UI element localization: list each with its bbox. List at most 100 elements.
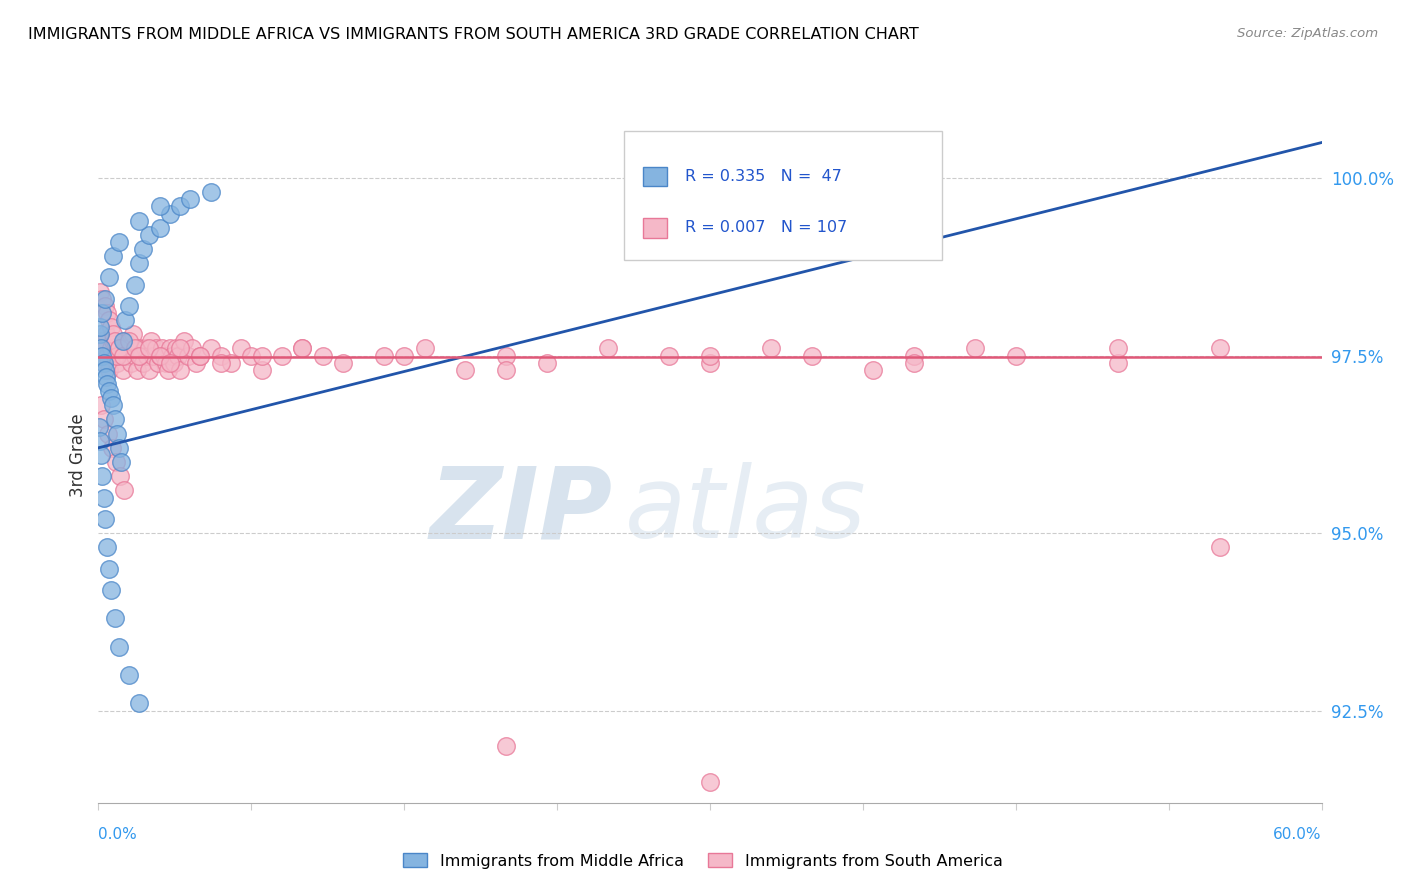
Point (149, 199, 172, 213)
Point (90, 342, 112, 356)
Point (94, 369, 117, 384)
Point (903, 349, 925, 363)
Point (132, 242, 155, 256)
Point (177, 349, 200, 363)
Point (93, 342, 115, 356)
Point (108, 342, 131, 356)
Point (658, 349, 681, 363)
FancyBboxPatch shape (624, 131, 942, 260)
Point (114, 313, 136, 327)
Point (141, 334, 163, 349)
Point (100, 391, 122, 405)
Point (111, 334, 134, 349)
Point (759, 342, 782, 356)
Point (104, 455, 127, 469)
Point (128, 342, 150, 356)
Point (145, 342, 167, 356)
Point (149, 220, 172, 235)
Point (801, 349, 824, 363)
Point (89, 320, 111, 334)
Point (392, 349, 416, 363)
Point (111, 349, 134, 363)
Point (97, 426, 120, 441)
Point (108, 235, 131, 249)
Point (118, 334, 141, 349)
Point (1208, 342, 1232, 356)
Point (97, 362, 120, 376)
Point (110, 349, 132, 363)
FancyBboxPatch shape (643, 219, 666, 237)
Point (97, 270, 120, 285)
Point (89, 285, 111, 299)
Point (250, 362, 273, 376)
Point (97, 561, 120, 575)
Point (165, 342, 187, 356)
Point (104, 412, 127, 426)
Point (104, 349, 127, 363)
Point (134, 342, 156, 356)
Point (149, 349, 172, 363)
Point (536, 356, 558, 370)
Point (156, 362, 179, 376)
Point (596, 342, 619, 356)
Point (186, 356, 208, 370)
Point (110, 455, 132, 469)
Point (114, 334, 136, 349)
Point (96, 349, 118, 363)
Point (128, 697, 150, 711)
Point (122, 327, 145, 342)
Point (120, 356, 142, 370)
Point (91, 469, 114, 483)
Point (90, 448, 112, 462)
Point (1004, 349, 1026, 363)
Point (159, 356, 181, 370)
Point (160, 349, 183, 363)
Point (138, 362, 160, 376)
Point (127, 362, 149, 376)
Point (93, 356, 115, 370)
Point (163, 356, 186, 370)
Point (200, 186, 222, 200)
Point (91, 306, 114, 320)
Point (699, 774, 721, 789)
Text: 0.0%: 0.0% (98, 827, 138, 841)
Point (96, 540, 118, 554)
Point (89, 419, 111, 434)
Point (1107, 342, 1129, 356)
Point (146, 356, 169, 370)
Point (240, 349, 263, 363)
Point (132, 356, 155, 370)
Point (291, 342, 314, 356)
Point (124, 277, 146, 292)
Point (101, 327, 124, 342)
Point (124, 349, 146, 363)
Point (91, 349, 114, 363)
Point (699, 356, 721, 370)
Point (93, 356, 115, 370)
Point (93, 412, 115, 426)
Point (93, 292, 115, 306)
Point (169, 342, 191, 356)
Point (209, 356, 232, 370)
Point (128, 349, 150, 363)
Point (495, 362, 517, 376)
Point (118, 668, 141, 682)
Point (138, 342, 160, 356)
Point (111, 362, 134, 376)
Point (89, 349, 111, 363)
Point (231, 342, 253, 356)
Point (181, 342, 204, 356)
Point (159, 206, 181, 220)
Point (100, 441, 122, 455)
Text: Source: ZipAtlas.com: Source: ZipAtlas.com (1237, 27, 1378, 40)
Point (108, 342, 131, 356)
Point (862, 362, 884, 376)
Point (142, 349, 165, 363)
Point (312, 349, 335, 363)
Point (129, 349, 152, 363)
Point (93, 512, 115, 526)
Point (124, 342, 146, 356)
Point (105, 356, 128, 370)
Point (167, 349, 190, 363)
Point (90, 334, 112, 349)
